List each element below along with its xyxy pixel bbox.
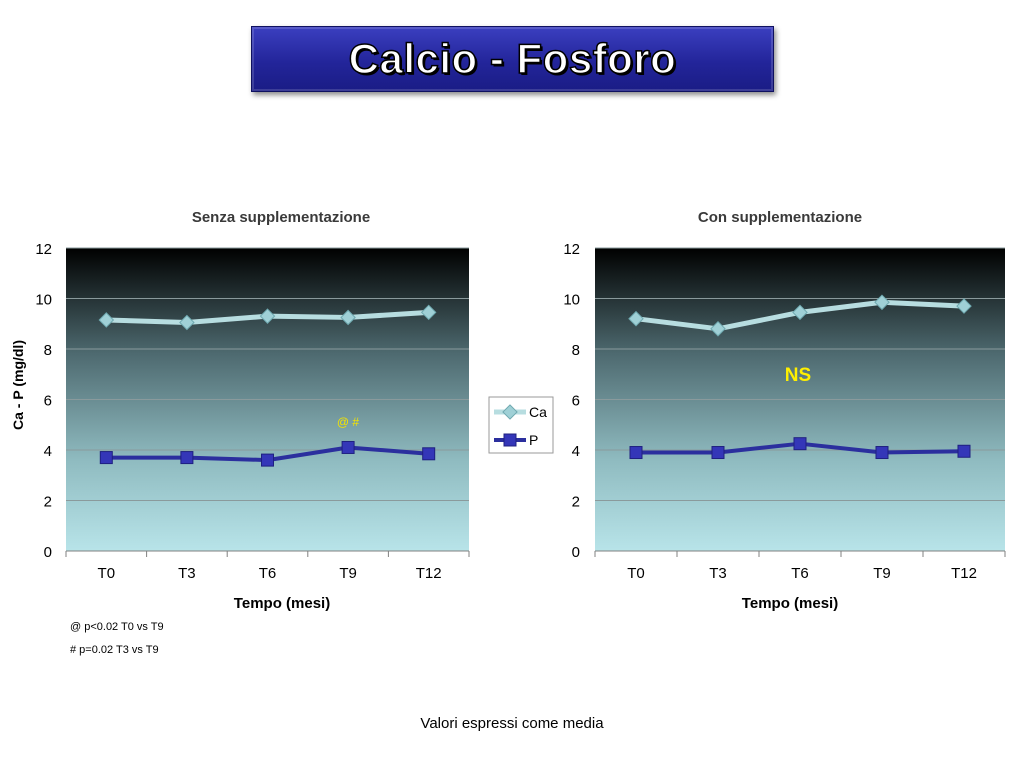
x-tick-label: T12 [951, 565, 977, 582]
data-point-p [957, 444, 971, 458]
y-tick-label: 2 [572, 494, 580, 511]
data-point-ca [420, 304, 437, 321]
x-tick-label: T0 [627, 565, 645, 582]
y-tick-label: 2 [44, 494, 52, 511]
x-tick-label: T3 [178, 565, 196, 582]
y-tick-label: 10 [35, 292, 52, 309]
data-point-p [711, 446, 725, 460]
x-axis-label: Tempo (mesi) [234, 595, 330, 612]
data-point-ca [874, 294, 890, 311]
caption: Valori espressi come media [420, 715, 604, 732]
chart-title: Senza supplementazione [192, 209, 370, 226]
slide-title-box: Calcio - Fosforo [251, 26, 774, 92]
x-tick-label: T6 [259, 565, 277, 582]
data-point-ca [340, 309, 356, 326]
y-tick-label: 12 [563, 241, 580, 258]
chart-senza-supplementazione: 0 2 4 6 8 10 12 T0 T3 T6 T9 T12 Senza supplementaz… [10, 209, 470, 612]
data-point-ca [956, 298, 972, 314]
chart-con-supplementazione: 0 2 4 6 8 10 12 T0 T3 T6 T9 T12 Con supplementazio… [563, 209, 1006, 612]
data-point-p [422, 447, 436, 461]
significance-annotation: NS [785, 365, 811, 386]
data-point-ca [792, 304, 808, 321]
data-point-p [261, 453, 274, 467]
data-point-ca [628, 310, 644, 327]
footnote-2: # p=0.02 T3 vs T9 [70, 644, 159, 656]
data-point-ca [179, 314, 195, 331]
y-tick-label: 8 [572, 342, 580, 359]
slide-title: Calcio - Fosforo [348, 34, 677, 83]
y-tick-label: 8 [44, 342, 52, 359]
x-tick-label: T3 [709, 565, 727, 582]
y-tick-label: 6 [44, 393, 52, 410]
x-axis-label: Tempo (mesi) [742, 595, 838, 612]
data-point-p [99, 451, 113, 465]
data-point-ca [259, 308, 276, 324]
significance-annotation: @ # [337, 415, 360, 429]
y-tick-label: 4 [572, 443, 580, 460]
x-tick-label: T6 [791, 565, 809, 582]
x-tick-label: T9 [873, 565, 891, 582]
data-point-p [180, 451, 194, 465]
x-tick-label: T12 [416, 565, 442, 582]
data-point-p [793, 437, 807, 451]
legend-ca-label: Ca [529, 404, 547, 420]
legend-box [488, 396, 554, 454]
y-tick-label: 0 [44, 544, 52, 561]
y-tick-label: 12 [35, 241, 52, 258]
data-point-ca [710, 321, 726, 337]
chart-title: Con supplementazione [698, 209, 862, 226]
legend-p-label: P [529, 432, 538, 448]
y-tick-label: 6 [572, 393, 580, 410]
data-point-p [629, 446, 643, 460]
legend: Ca P [488, 396, 554, 454]
legend-ca-marker [502, 404, 518, 420]
x-tick-label: T0 [98, 565, 116, 582]
x-tick-label: T9 [339, 565, 357, 582]
y-tick-label: 0 [572, 544, 580, 561]
data-point-p [875, 446, 889, 460]
y-axis-label: Ca - P (mg/dl) [10, 340, 26, 430]
data-point-ca [98, 312, 115, 328]
y-tick-label: 10 [563, 292, 580, 309]
legend-p-marker [503, 433, 517, 447]
y-tick-label: 4 [44, 443, 52, 460]
data-point-p [341, 440, 355, 454]
footnote-1: @ p<0.02 T0 vs T9 [70, 621, 164, 633]
